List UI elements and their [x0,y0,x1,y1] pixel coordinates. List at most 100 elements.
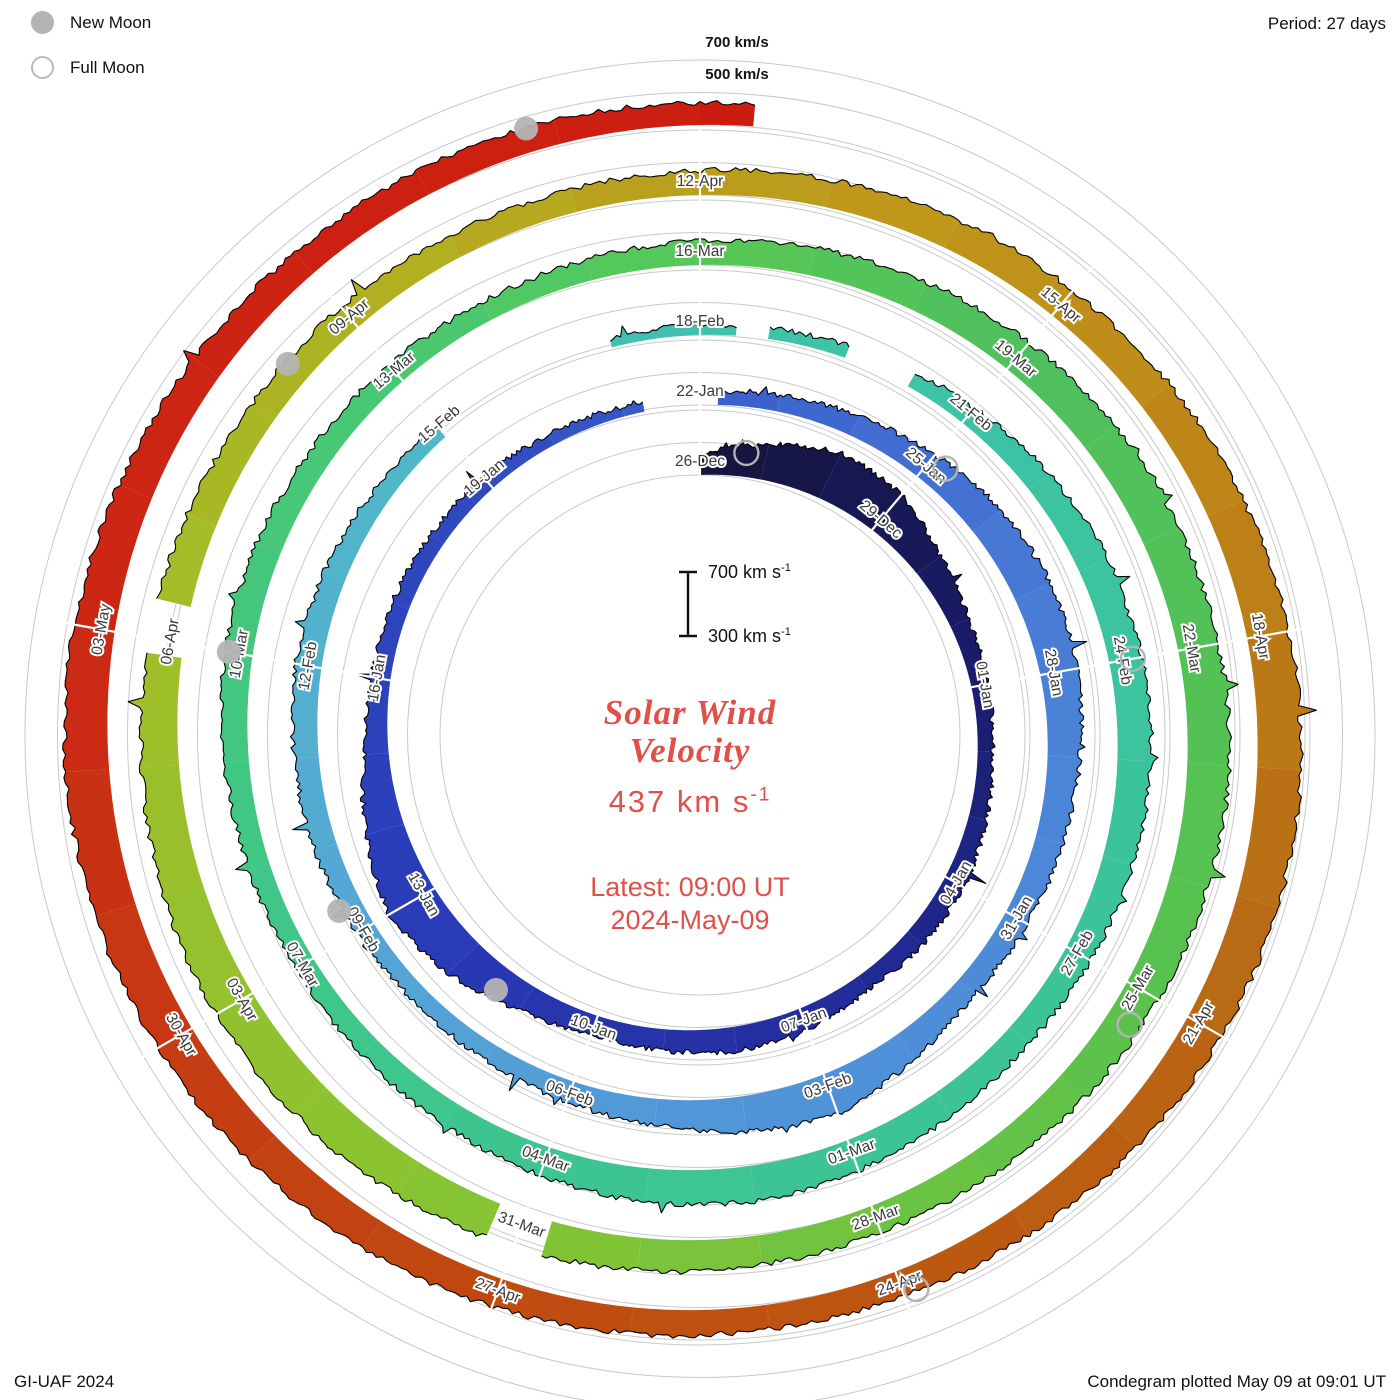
velocity-trace [984,751,995,821]
velocity-trace [586,238,700,259]
day-tick [549,1080,576,1145]
spiral-segment [1178,643,1239,766]
latest-velocity-value: 437 km s-1 [590,784,790,820]
spiral-segment [294,571,345,669]
velocity-trace [541,1255,638,1272]
velocity-trace [1216,643,1239,766]
spiral-segment [973,510,1051,600]
spiral-segment [365,823,435,916]
velocity-trace [950,1042,1028,1118]
spiral-segment [944,220,1073,316]
spiral-segment [359,923,428,1004]
day-tick [870,1204,896,1270]
velocity-trace [483,257,588,305]
velocity-trace [1178,527,1219,644]
velocity-trace [183,251,295,356]
velocity-trace [866,943,922,991]
velocity-trace [1088,863,1134,960]
spiral-segment [700,323,737,336]
spiral-segment [161,883,253,1014]
velocity-trace [699,166,832,184]
spiral-segment [539,1147,650,1203]
velocity-trace [900,494,943,556]
spiral-segment [973,1075,1083,1176]
velocity-trace [622,400,644,409]
scalebar-300-text: 300 km s [708,626,782,646]
velocity-trace [246,870,296,970]
velocity-trace [386,915,447,975]
spiral-segment [766,1271,904,1330]
spiral-segment [587,238,700,281]
velocity-trace [780,393,861,417]
velocity-trace [570,168,701,190]
velocity-trace [842,451,901,497]
spiral-segment [389,303,492,381]
velocity-trace [654,1123,747,1136]
velocity-trace [746,1112,838,1135]
spiral-segment [290,663,322,759]
spiral-segment [825,179,959,248]
velocity-trace [184,403,256,514]
velocity-trace [321,491,374,573]
spiral-segment [913,284,1028,369]
velocity-trace [645,1200,755,1214]
velocity-trace [449,187,571,237]
scalebar-300-label: 300 km s-1 [708,626,791,647]
velocity-trace [389,302,484,366]
full-moon-marker [932,455,959,482]
velocity-trace [1129,761,1155,865]
new-moon-marker [514,116,539,141]
velocity-trace [1285,631,1317,771]
velocity-trace [663,1048,738,1056]
velocity-trace [989,1095,1083,1177]
scalebar-700-text: 700 km s [708,562,782,582]
spiral-segment [908,876,964,945]
spiral-segment [96,904,192,1049]
day-tick [573,1014,600,1080]
velocity-trace [1026,959,1090,1044]
spiral-segment [1029,474,1107,572]
spiral-segment [128,652,182,768]
spiral-segment [1237,767,1302,908]
spiral-segment [254,307,358,419]
velocity-trace [881,1175,991,1235]
day-tick [1245,625,1314,640]
spiral-segment [314,364,403,461]
spiral-segment [249,1135,381,1248]
spiral-segment [742,1074,838,1134]
new-moon-marker [483,977,508,1002]
grid-circle [57,92,1343,1378]
velocity-trace [127,652,148,768]
day-tick [478,1277,504,1343]
velocity-trace [807,988,868,1031]
spiral-segment [591,1015,666,1051]
date-label: 31-Mar [496,1209,548,1242]
velocity-trace [248,1160,364,1248]
latest-time-label: Latest: 09:00 UT [590,871,790,902]
spiral-segment [945,815,988,888]
velocity-trace [1072,290,1171,386]
velocity-trace [969,618,990,686]
spiral-segment [363,1220,502,1309]
spiral-segment [700,439,769,480]
day-tick [254,956,315,993]
day-tick [448,436,495,490]
spiral-segment [850,415,936,477]
spiral-segment [734,1008,808,1053]
velocity-trace [297,1113,399,1195]
velocity-trace [74,484,122,625]
velocity-scalebar [679,570,697,638]
spiral-segment [776,394,861,436]
spiral-segment [449,187,577,258]
velocity-trace [940,554,971,619]
velocity-trace [223,542,256,652]
velocity-trace [1134,1036,1223,1147]
velocity-trace [736,1028,808,1054]
day-tick [1177,637,1245,652]
day-tick [133,1026,194,1063]
velocity-trace [341,235,450,309]
spiral-segment [387,888,479,975]
spiral-segment [483,258,593,320]
velocity-trace [974,924,1029,998]
velocity-trace [313,364,390,449]
